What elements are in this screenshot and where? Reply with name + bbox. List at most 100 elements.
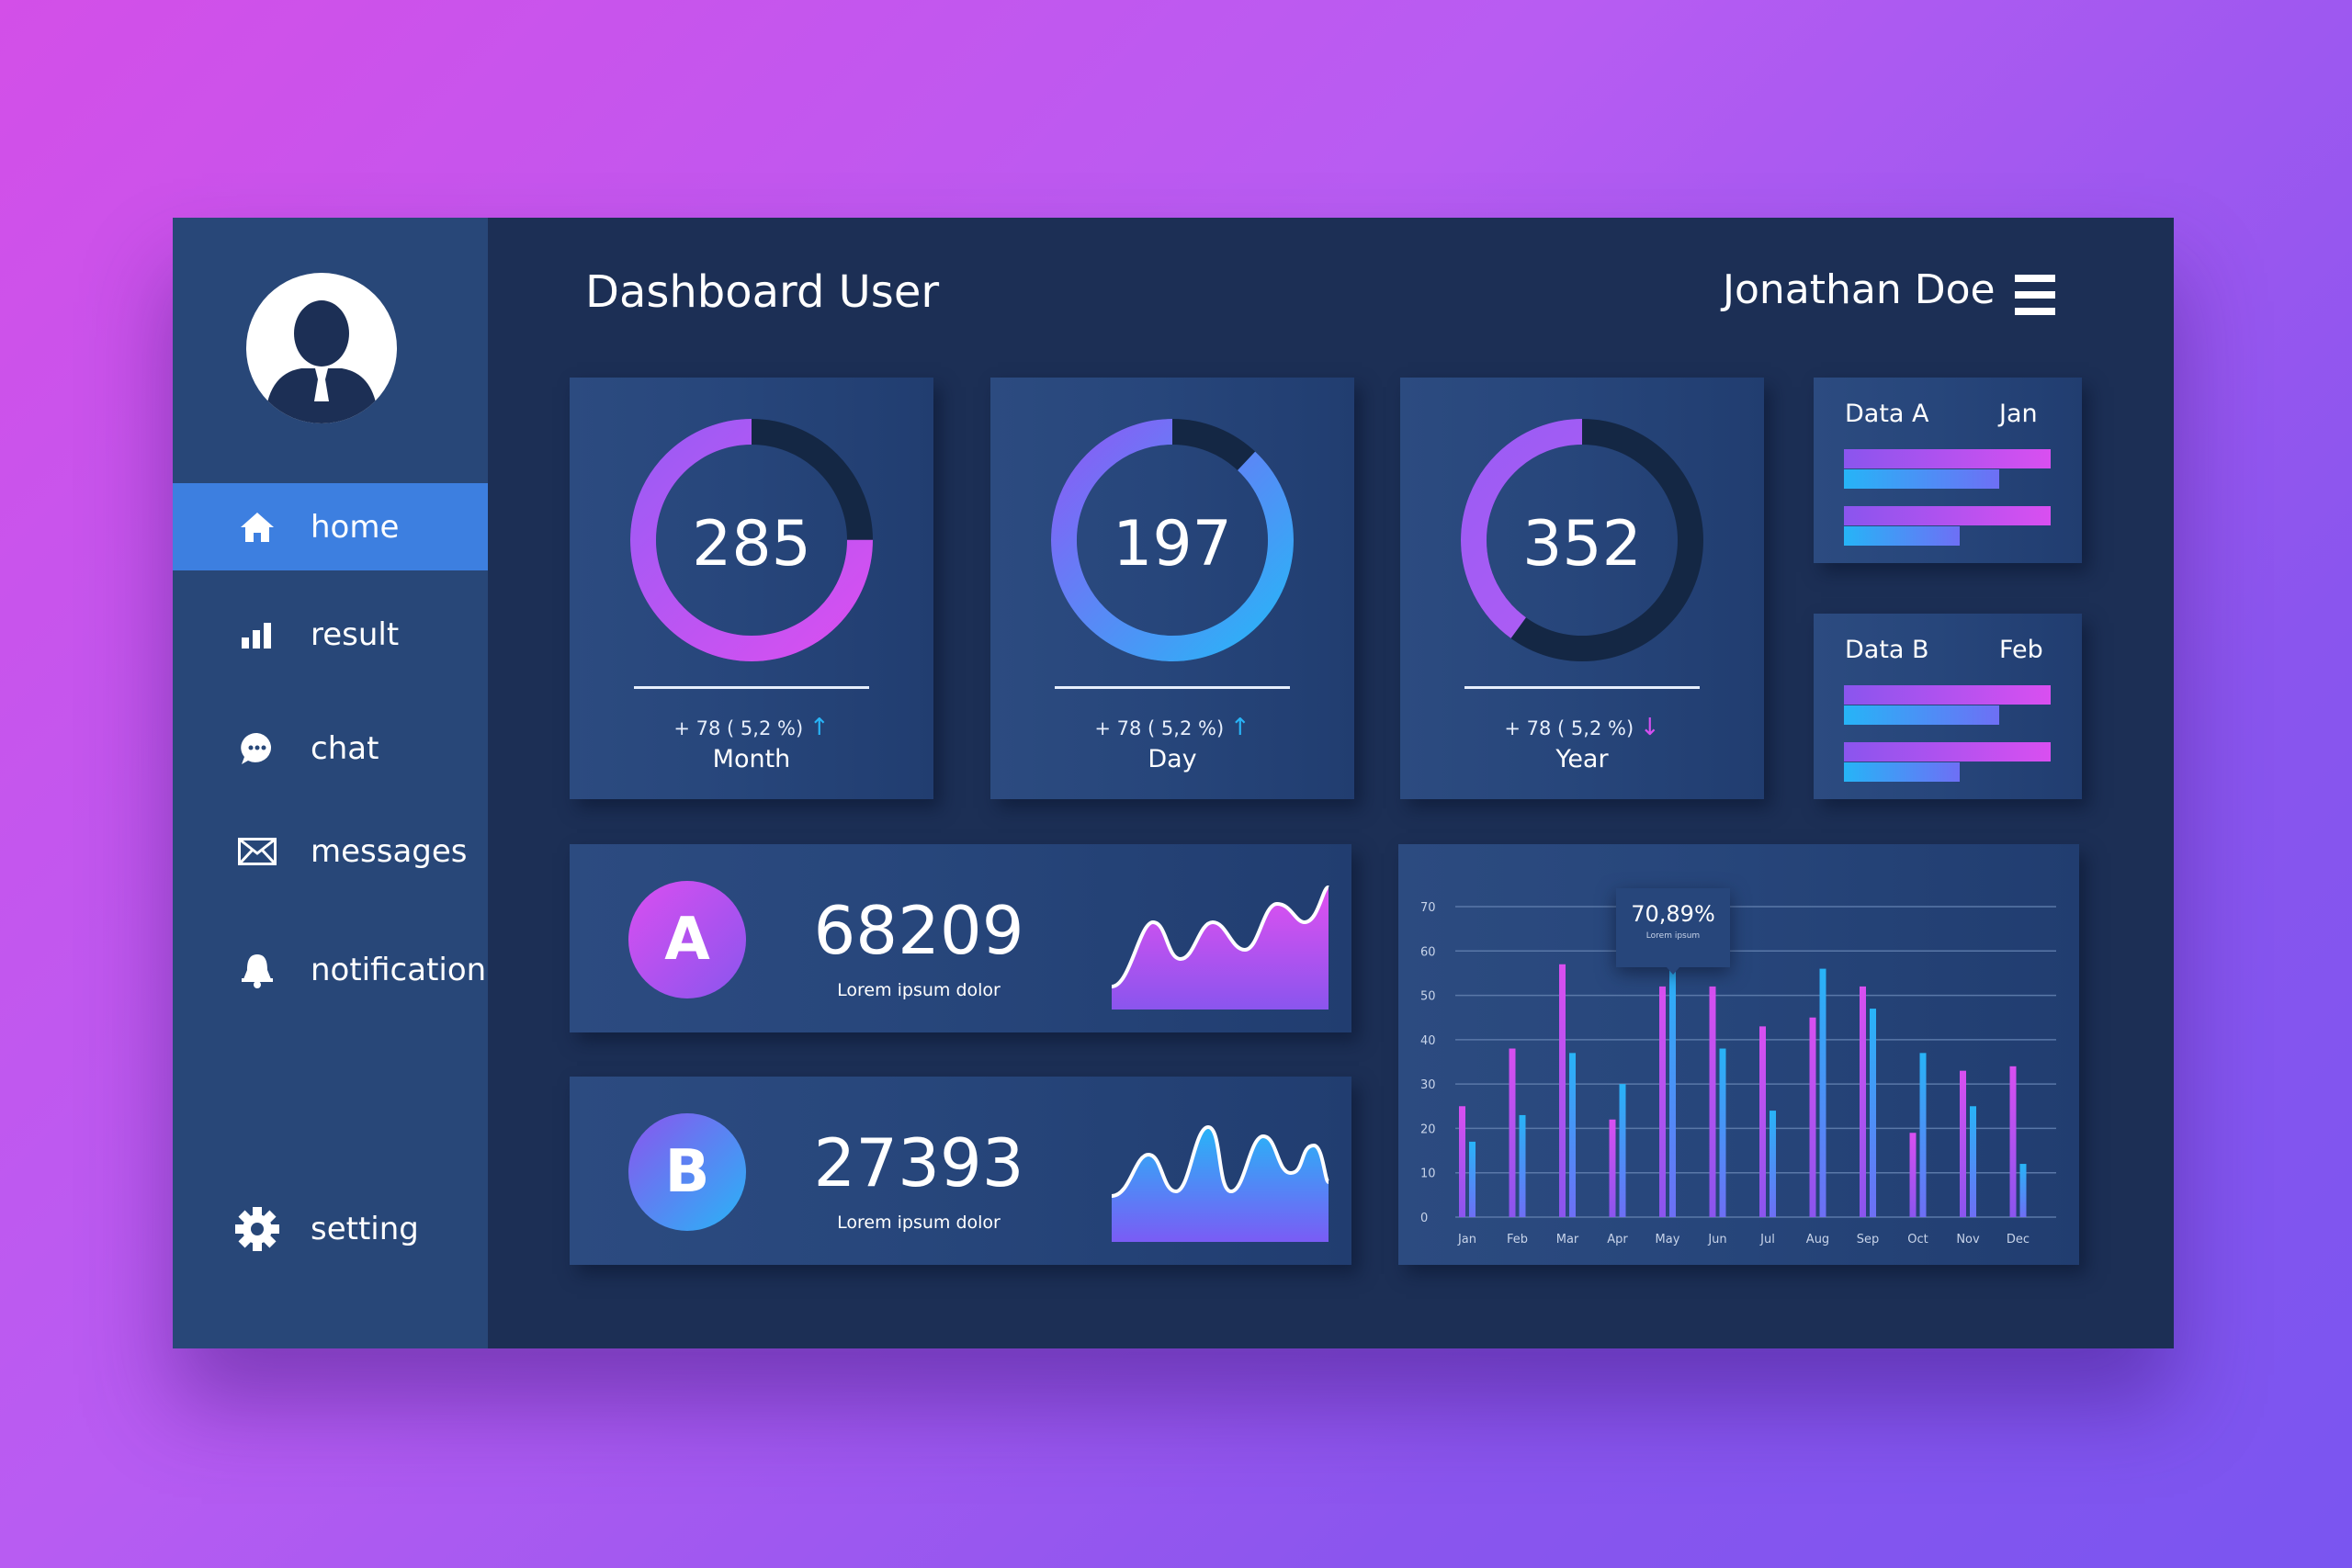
- bar-apr-blue[interactable]: [1619, 1084, 1626, 1217]
- bell-icon: [230, 952, 285, 988]
- x-tick-label: Aug: [1806, 1233, 1829, 1247]
- mini-card-1[interactable]: Data B Feb: [1814, 614, 2082, 799]
- tooltip-value: 70,89%: [1631, 901, 1715, 927]
- mini-bar: [1844, 469, 1999, 489]
- delta-text: + 78 ( 5,2 %): [673, 717, 804, 739]
- bar-aug-pink[interactable]: [1809, 1017, 1816, 1217]
- stat-value: 197: [1113, 508, 1232, 581]
- sidebar-item-chat[interactable]: chat: [173, 705, 488, 792]
- bar-sep-blue[interactable]: [1870, 1009, 1876, 1217]
- bar-jan-pink[interactable]: [1459, 1106, 1465, 1217]
- bar-jul-blue[interactable]: [1770, 1111, 1776, 1217]
- sidebar-item-label: home: [311, 508, 400, 546]
- x-tick-label: Apr: [1607, 1233, 1628, 1247]
- x-tick-label: Oct: [1907, 1233, 1928, 1247]
- sidebar-item-setting[interactable]: setting: [173, 1185, 488, 1272]
- bar-mar-blue[interactable]: [1569, 1053, 1576, 1217]
- sidebar-item-label: notification: [311, 951, 487, 988]
- stat-period: Year: [1555, 745, 1609, 773]
- progress-ring: [630, 419, 873, 661]
- kpi-caption: Lorem ipsum dolor: [837, 980, 1001, 1000]
- x-tick-label: May: [1656, 1233, 1680, 1247]
- y-tick-label: 40: [1420, 1034, 1436, 1048]
- sidebar-item-messages[interactable]: messages: [173, 807, 488, 895]
- bar-dec-pink[interactable]: [2009, 1066, 2017, 1217]
- sidebar-item-label: messages: [311, 832, 468, 870]
- kpi-badge: A: [628, 881, 746, 998]
- progress-ring: [1461, 419, 1703, 661]
- stat-delta: + 78 ( 5,2 %) ↑: [570, 714, 933, 741]
- stat-card-year[interactable]: 352 + 78 ( 5,2 %) ↓ Year: [1400, 378, 1764, 799]
- y-tick-label: 0: [1420, 1212, 1428, 1225]
- stat-period: Month: [712, 745, 791, 773]
- mini-bar: [1844, 685, 2051, 705]
- home-icon: [230, 511, 285, 544]
- arrow-up-icon: ↑: [1229, 714, 1250, 741]
- x-tick-label: Jun: [1707, 1233, 1726, 1247]
- kpi-card-a[interactable]: A 68209 Lorem ipsum dolor: [570, 844, 1351, 1032]
- x-tick-label: Jul: [1759, 1233, 1775, 1247]
- mini-bar: [1844, 742, 2051, 761]
- bar-oct-pink[interactable]: [1909, 1133, 1917, 1217]
- kpi-caption: Lorem ipsum dolor: [837, 1213, 1001, 1233]
- x-tick-label: Mar: [1556, 1233, 1579, 1247]
- bar-apr-pink[interactable]: [1609, 1119, 1616, 1217]
- x-tick-label: Dec: [2007, 1233, 2030, 1247]
- mini-bar: [1844, 705, 1999, 725]
- x-tick-label: Jan: [1457, 1233, 1476, 1247]
- bar-jun-blue[interactable]: [1719, 1048, 1726, 1217]
- kpi-value: 68209: [813, 892, 1024, 969]
- sidebar-item-label: setting: [311, 1210, 419, 1247]
- bar-feb-blue[interactable]: [1519, 1114, 1526, 1217]
- delta-text: + 78 ( 5,2 %): [1504, 717, 1634, 739]
- bar-dec-blue[interactable]: [2019, 1164, 2027, 1217]
- y-tick-label: 70: [1420, 901, 1436, 915]
- bar-may-pink[interactable]: [1659, 986, 1666, 1217]
- sidebar-item-home[interactable]: home: [173, 483, 488, 570]
- mini-month: Feb: [1999, 636, 2043, 664]
- sidebar-item-label: result: [311, 615, 400, 653]
- mini-bar: [1844, 526, 1960, 546]
- divider: [1055, 686, 1290, 689]
- stat-card-day[interactable]: 197 + 78 ( 5,2 %) ↑ Day: [990, 378, 1354, 799]
- x-tick-label: Feb: [1507, 1233, 1528, 1247]
- mini-label: Data B: [1845, 636, 1929, 664]
- sparkline: [1112, 886, 1330, 1010]
- bar-jun-pink[interactable]: [1709, 986, 1716, 1217]
- bar-jul-pink[interactable]: [1759, 1026, 1766, 1217]
- sidebar-item-result[interactable]: result: [173, 591, 488, 678]
- progress-ring: [1051, 419, 1294, 661]
- x-tick-label: Nov: [1956, 1233, 1980, 1247]
- tooltip-pointer: [1667, 967, 1679, 975]
- stat-card-month[interactable]: 285 + 78 ( 5,2 %) ↑ Month: [570, 378, 933, 799]
- kpi-card-b[interactable]: B 27393 Lorem ipsum dolor: [570, 1077, 1351, 1265]
- mini-card-0[interactable]: Data A Jan: [1814, 378, 2082, 563]
- y-tick-label: 10: [1420, 1168, 1436, 1181]
- y-tick-label: 50: [1420, 990, 1436, 1004]
- sidebar-item-notification[interactable]: notification: [173, 926, 488, 1013]
- bar-oct-blue[interactable]: [1919, 1053, 1927, 1217]
- avatar[interactable]: [246, 273, 397, 423]
- y-tick-label: 30: [1420, 1078, 1436, 1092]
- page-title: Dashboard User: [585, 266, 940, 318]
- bar-chart-icon: [230, 621, 285, 649]
- user-name[interactable]: Jonathan Doe: [1723, 266, 1996, 313]
- bar-aug-blue[interactable]: [1819, 968, 1826, 1217]
- divider: [634, 686, 869, 689]
- stat-delta: + 78 ( 5,2 %) ↑: [990, 714, 1354, 741]
- mini-label: Data A: [1845, 400, 1929, 428]
- bar-feb-pink[interactable]: [1509, 1048, 1516, 1217]
- bar-nov-pink[interactable]: [1960, 1070, 1966, 1217]
- bar-may-blue[interactable]: [1669, 964, 1676, 1217]
- hamburger-icon[interactable]: [2015, 275, 2055, 315]
- bar-mar-pink[interactable]: [1559, 964, 1566, 1217]
- bar-nov-blue[interactable]: [1970, 1106, 1976, 1217]
- envelope-icon: [230, 837, 285, 865]
- mini-bar: [1844, 762, 1960, 782]
- bar-sep-pink[interactable]: [1860, 986, 1866, 1217]
- bar-jan-blue[interactable]: [1469, 1141, 1476, 1217]
- stat-delta: + 78 ( 5,2 %) ↓: [1400, 714, 1764, 741]
- bar-chart: 0 10 20 30 40 50 60 70 Jan Feb Mar Apr May Jun Jul Aug S…: [1398, 844, 2079, 1265]
- stat-period: Day: [1148, 745, 1197, 773]
- x-tick-label: Sep: [1857, 1233, 1880, 1247]
